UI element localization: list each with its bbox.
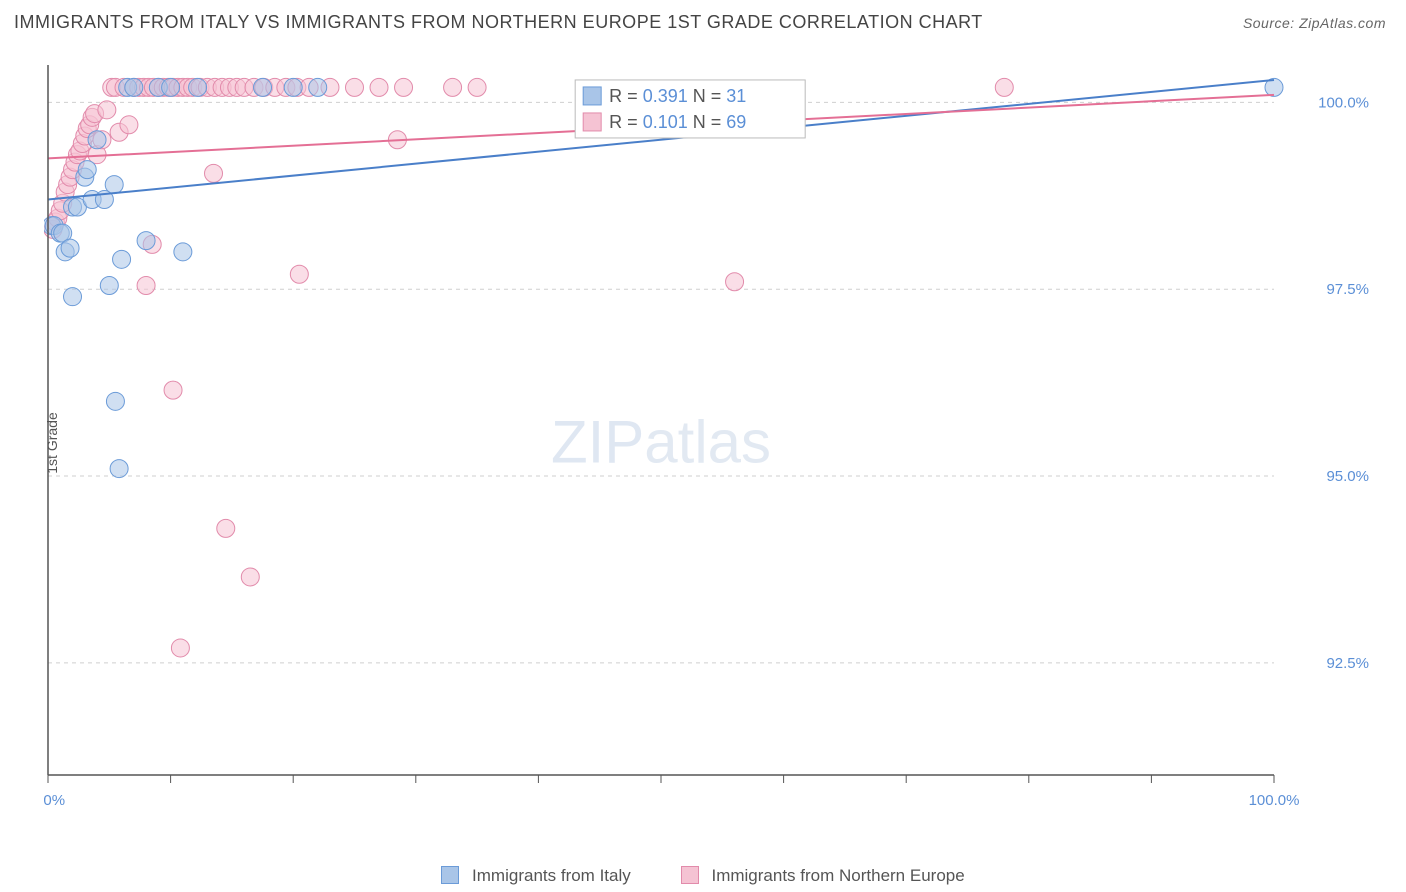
- chart-title: IMMIGRANTS FROM ITALY VS IMMIGRANTS FROM…: [14, 12, 983, 33]
- stats-row-blue: R = 0.391 N = 31: [609, 86, 746, 106]
- y-tick-label: 100.0%: [1318, 94, 1369, 111]
- legend-swatch-pink: [681, 866, 699, 884]
- x-tick-label: 0.0%: [44, 792, 65, 809]
- data-point-blue: [61, 239, 79, 257]
- data-point-pink: [164, 381, 182, 399]
- data-point-pink: [241, 568, 259, 586]
- data-point-blue: [174, 243, 192, 261]
- legend-item-northern-europe: Immigrants from Northern Europe: [681, 866, 965, 886]
- data-point-blue: [88, 131, 106, 149]
- legend-label-italy: Immigrants from Italy: [472, 866, 631, 885]
- data-point-blue: [64, 288, 82, 306]
- bottom-legend: Immigrants from Italy Immigrants from No…: [0, 866, 1406, 886]
- stats-swatch-pink: [583, 113, 601, 131]
- stats-row-pink: R = 0.101 N = 69: [609, 112, 746, 132]
- source-attribution: Source: ZipAtlas.com: [1243, 15, 1386, 31]
- data-point-pink: [468, 78, 486, 96]
- data-point-pink: [995, 78, 1013, 96]
- y-tick-label: 92.5%: [1326, 655, 1369, 672]
- data-point-pink: [171, 639, 189, 657]
- x-tick-label: 100.0%: [1249, 792, 1300, 809]
- data-point-blue: [78, 161, 96, 179]
- data-point-pink: [290, 265, 308, 283]
- data-point-blue: [105, 176, 123, 194]
- data-point-pink: [395, 78, 413, 96]
- stats-swatch-blue: [583, 87, 601, 105]
- data-point-blue: [137, 232, 155, 250]
- data-point-blue: [189, 78, 207, 96]
- data-point-pink: [726, 273, 744, 291]
- data-point-pink: [98, 101, 116, 119]
- data-point-pink: [444, 78, 462, 96]
- scatter-plot: 100.0% 97.5% 95.0% 92.5% ZIPatlas 0.0% 100.0% R…: [44, 55, 1384, 815]
- data-point-blue: [284, 78, 302, 96]
- data-point-pink: [370, 78, 388, 96]
- chart-container: 1st Grade 100.0%97.5%95.0%92.5%ZIPatlas0…: [44, 55, 1384, 815]
- data-point-pink: [346, 78, 364, 96]
- y-tick-label: 97.5%: [1326, 281, 1369, 298]
- data-point-blue: [100, 276, 118, 294]
- data-point-blue: [309, 78, 327, 96]
- data-point-blue: [106, 392, 124, 410]
- title-bar: IMMIGRANTS FROM ITALY VS IMMIGRANTS FROM…: [0, 0, 1406, 45]
- data-point-blue: [125, 78, 143, 96]
- data-point-pink: [137, 276, 155, 294]
- y-tick-label: 95.0%: [1326, 468, 1369, 485]
- data-point-blue: [113, 250, 131, 268]
- data-point-blue: [162, 78, 180, 96]
- data-point-blue: [254, 78, 272, 96]
- data-point-pink: [120, 116, 138, 134]
- legend-swatch-blue: [441, 866, 459, 884]
- data-point-pink: [217, 519, 235, 537]
- legend-label-northern-europe: Immigrants from Northern Europe: [711, 866, 964, 885]
- data-point-blue: [110, 460, 128, 478]
- legend-item-italy: Immigrants from Italy: [441, 866, 630, 886]
- data-point-pink: [205, 164, 223, 182]
- watermark: ZIPatlas: [551, 409, 771, 476]
